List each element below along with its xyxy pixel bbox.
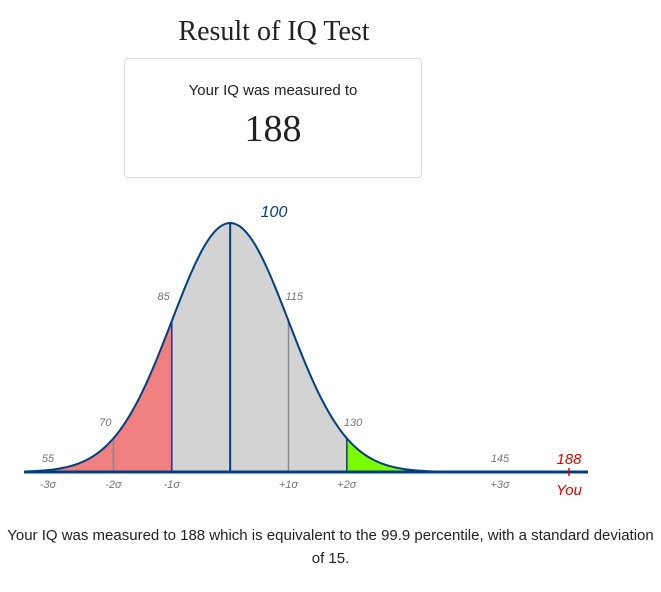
score-label-100: 100: [261, 204, 288, 221]
score-label-55: 55: [42, 453, 55, 465]
shaded-region-1: [171, 223, 347, 472]
sigma-label-2: -1σ: [164, 479, 181, 491]
user-marker-label: You: [556, 482, 583, 499]
chart-labels: 55 70 85 100 115 130 145 -3σ -2σ -1σ +1σ +2σ +3σ 188 Y…: [40, 204, 583, 499]
score-label-70: 70: [99, 417, 112, 429]
shaded-region-0: [24, 320, 172, 472]
user-score-label: 188: [556, 451, 582, 468]
score-label-115: 115: [285, 291, 303, 303]
shaded-region-2: [346, 438, 588, 472]
sigma-divider-lines: [112, 223, 348, 472]
sigma-label-3: +1σ: [279, 479, 299, 491]
result-label: Your IQ was measured to: [188, 82, 358, 99]
result-card: Your IQ was measured to 188: [124, 58, 422, 178]
score-label-145: 145: [491, 453, 510, 465]
summary-text: Your IQ was measured to 188 which is equ…: [7, 527, 654, 567]
score-label-85: 85: [158, 291, 171, 303]
sigma-label-4: +2σ: [337, 479, 357, 491]
page-title: Result of IQ Test: [178, 16, 370, 47]
iq-score-value: 188: [244, 108, 302, 150]
sigma-label-1: -2σ: [105, 479, 122, 491]
shaded-regions: [24, 223, 588, 472]
score-label-130: 130: [344, 417, 363, 429]
sigma-label-0: -3σ: [40, 479, 57, 491]
iq-bell-curve-chart: 55 70 85 100 115 130 145 -3σ -2σ -1σ +1σ +2σ +3σ 188 Y…: [23, 204, 588, 499]
sigma-label-5: +3σ: [490, 479, 510, 491]
